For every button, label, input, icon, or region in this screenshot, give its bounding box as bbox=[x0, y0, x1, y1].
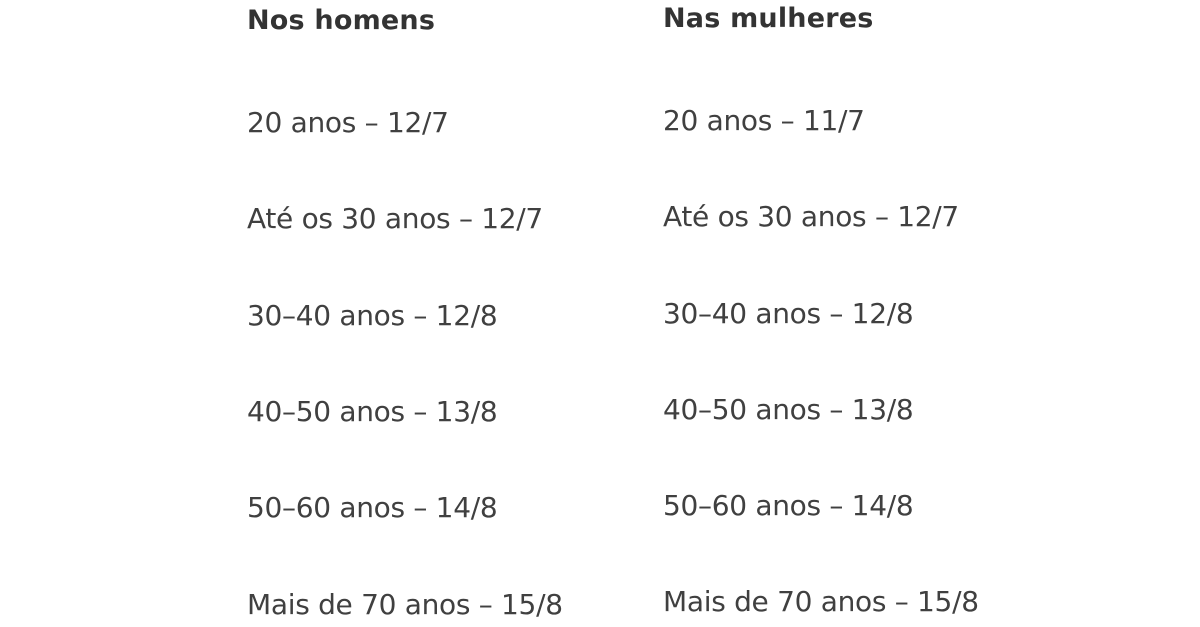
men-entry-40-50: 40–50 anos – 13/8 bbox=[247, 395, 498, 428]
women-entry-50-60: 50–60 anos – 14/8 bbox=[663, 489, 914, 522]
women-entry-up-to-30: Até os 30 anos – 12/7 bbox=[663, 200, 959, 233]
women-entry-40-50: 40–50 anos – 13/8 bbox=[663, 393, 914, 426]
women-entry-30-40: 30–40 anos – 12/8 bbox=[663, 297, 914, 330]
men-column-title: Nos homens bbox=[247, 5, 436, 36]
men-entry-20: 20 anos – 12/7 bbox=[247, 106, 449, 139]
women-entry-over-70: Mais de 70 anos – 15/8 bbox=[663, 585, 979, 618]
men-entry-30-40: 30–40 anos – 12/8 bbox=[247, 299, 498, 332]
women-entry-20: 20 anos – 11/7 bbox=[663, 104, 865, 137]
men-entry-50-60: 50–60 anos – 14/8 bbox=[247, 491, 498, 524]
men-entry-up-to-30: Até os 30 anos – 12/7 bbox=[247, 202, 543, 235]
men-entry-over-70: Mais de 70 anos – 15/8 bbox=[247, 588, 563, 621]
women-column-title: Nas mulheres bbox=[663, 3, 874, 34]
